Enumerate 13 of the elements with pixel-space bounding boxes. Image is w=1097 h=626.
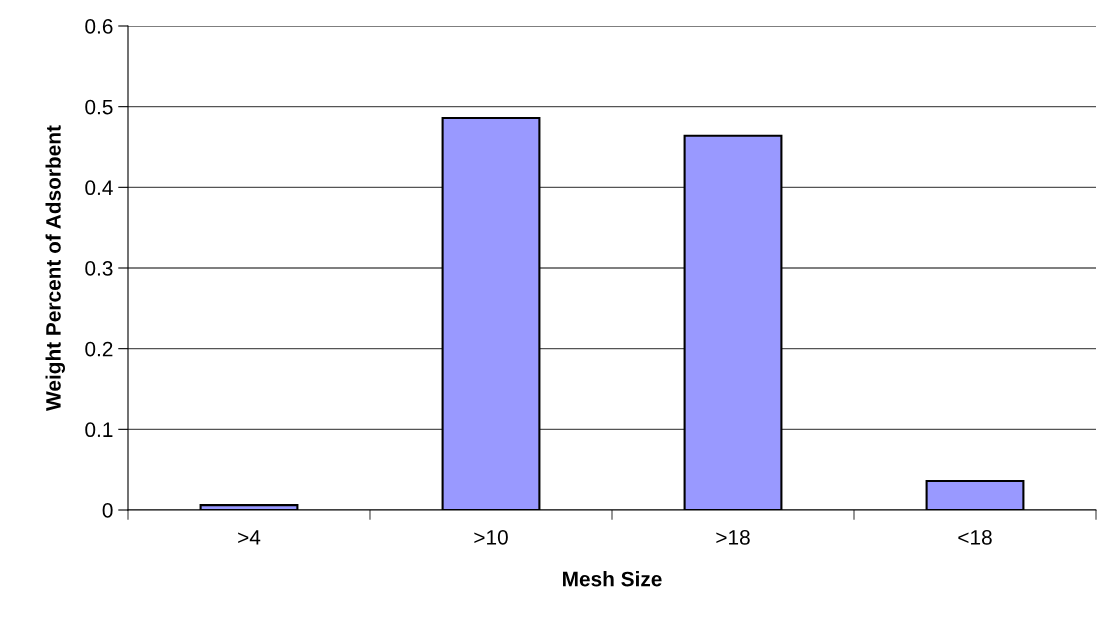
y-tick-label: 0.2 [85, 341, 113, 357]
y-tick-label: 0.3 [85, 261, 113, 276]
x-tick-label: >18 [716, 529, 750, 545]
x-tick-label: >4 [238, 530, 261, 545]
y-axis-title: Weight Percent of Adsorbent [45, 125, 66, 411]
y-tick-label: 0.4 [85, 180, 113, 196]
x-axis-title: Mesh Size [563, 571, 662, 587]
y-tick-label: 0.1 [85, 422, 113, 438]
x-tick-label: <18 [958, 529, 992, 545]
y-tick-label: 0.6 [85, 19, 113, 34]
y-tick-label: 0 [102, 503, 113, 518]
y-tick-label: 0.5 [85, 99, 113, 115]
x-tick-label: >10 [474, 529, 508, 545]
